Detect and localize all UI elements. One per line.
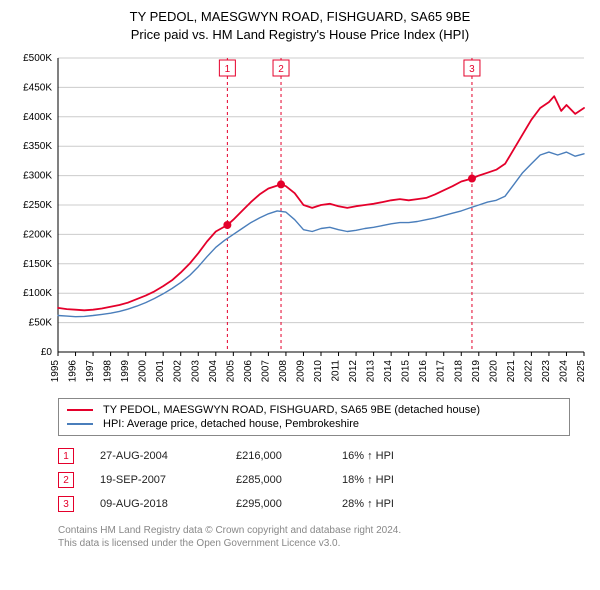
sales-table: 1 27-AUG-2004 £216,000 16% ↑ HPI 2 19-SE… bbox=[58, 444, 570, 516]
svg-text:1995: 1995 bbox=[50, 360, 61, 383]
svg-text:3: 3 bbox=[469, 64, 475, 75]
title-subtitle: Price paid vs. HM Land Registry's House … bbox=[10, 26, 590, 44]
sale-date: 27-AUG-2004 bbox=[100, 450, 210, 462]
chart-container: TY PEDOL, MAESGWYN ROAD, FISHGUARD, SA65… bbox=[0, 0, 600, 560]
svg-text:2012: 2012 bbox=[348, 360, 359, 383]
svg-text:2001: 2001 bbox=[155, 360, 166, 383]
sale-date: 19-SEP-2007 bbox=[100, 474, 210, 486]
legend: TY PEDOL, MAESGWYN ROAD, FISHGUARD, SA65… bbox=[58, 398, 570, 436]
svg-text:2013: 2013 bbox=[366, 360, 377, 383]
svg-text:£250K: £250K bbox=[23, 200, 52, 211]
sales-row: 2 19-SEP-2007 £285,000 18% ↑ HPI bbox=[58, 468, 570, 492]
sales-row: 3 09-AUG-2018 £295,000 28% ↑ HPI bbox=[58, 492, 570, 516]
svg-text:2002: 2002 bbox=[173, 360, 184, 383]
svg-text:2004: 2004 bbox=[208, 360, 219, 383]
chart-svg: £0 £50K £100K £150K £200K £250K £300K £350K £400… bbox=[10, 52, 590, 392]
title-block: TY PEDOL, MAESGWYN ROAD, FISHGUARD, SA65… bbox=[10, 8, 590, 44]
svg-text:2018: 2018 bbox=[453, 360, 464, 383]
svg-text:£350K: £350K bbox=[23, 142, 52, 153]
svg-text:2015: 2015 bbox=[401, 360, 412, 383]
svg-text:2003: 2003 bbox=[190, 360, 201, 383]
svg-text:£200K: £200K bbox=[23, 230, 52, 241]
svg-text:2024: 2024 bbox=[558, 360, 569, 383]
sale-diff: 16% ↑ HPI bbox=[342, 450, 394, 462]
svg-text:2005: 2005 bbox=[225, 360, 236, 383]
svg-text:2016: 2016 bbox=[418, 360, 429, 383]
svg-text:£50K: £50K bbox=[29, 318, 53, 329]
svg-text:2023: 2023 bbox=[541, 360, 552, 383]
svg-text:£300K: £300K bbox=[23, 171, 52, 182]
svg-text:1996: 1996 bbox=[68, 360, 79, 383]
svg-text:2: 2 bbox=[278, 64, 284, 75]
svg-text:2025: 2025 bbox=[576, 360, 587, 383]
sale-badge: 2 bbox=[58, 472, 74, 488]
footer-line: This data is licensed under the Open Gov… bbox=[58, 537, 570, 550]
svg-text:2007: 2007 bbox=[260, 360, 271, 383]
svg-text:£150K: £150K bbox=[23, 259, 52, 270]
sale-diff: 28% ↑ HPI bbox=[342, 498, 394, 510]
sale-price: £285,000 bbox=[236, 474, 316, 486]
sale-price: £295,000 bbox=[236, 498, 316, 510]
svg-text:1998: 1998 bbox=[103, 360, 114, 383]
svg-text:2008: 2008 bbox=[278, 360, 289, 383]
svg-text:2009: 2009 bbox=[295, 360, 306, 383]
legend-row: TY PEDOL, MAESGWYN ROAD, FISHGUARD, SA65… bbox=[67, 403, 561, 417]
footer-line: Contains HM Land Registry data © Crown c… bbox=[58, 524, 570, 537]
chart-area: £0 £50K £100K £150K £200K £250K £300K £350K £400… bbox=[10, 52, 590, 392]
svg-text:2021: 2021 bbox=[506, 360, 517, 383]
svg-text:1999: 1999 bbox=[120, 360, 131, 383]
svg-text:£500K: £500K bbox=[23, 53, 52, 64]
svg-text:2011: 2011 bbox=[331, 360, 342, 382]
sales-row: 1 27-AUG-2004 £216,000 16% ↑ HPI bbox=[58, 444, 570, 468]
sale-price: £216,000 bbox=[236, 450, 316, 462]
svg-text:£0: £0 bbox=[41, 347, 53, 358]
sale-diff: 18% ↑ HPI bbox=[342, 474, 394, 486]
legend-swatch-hpi bbox=[67, 423, 93, 425]
svg-text:2019: 2019 bbox=[471, 360, 482, 383]
svg-text:2017: 2017 bbox=[436, 360, 447, 383]
svg-text:2014: 2014 bbox=[383, 360, 394, 383]
title-address: TY PEDOL, MAESGWYN ROAD, FISHGUARD, SA65… bbox=[10, 8, 590, 26]
svg-text:£450K: £450K bbox=[23, 83, 52, 94]
sale-badge: 3 bbox=[58, 496, 74, 512]
svg-text:2022: 2022 bbox=[523, 360, 534, 383]
svg-text:£400K: £400K bbox=[23, 112, 52, 123]
svg-text:1997: 1997 bbox=[85, 360, 96, 383]
svg-text:£100K: £100K bbox=[23, 289, 52, 300]
sale-date: 09-AUG-2018 bbox=[100, 498, 210, 510]
svg-text:2006: 2006 bbox=[243, 360, 254, 383]
legend-row: HPI: Average price, detached house, Pemb… bbox=[67, 417, 561, 431]
legend-label: HPI: Average price, detached house, Pemb… bbox=[103, 418, 359, 430]
legend-label: TY PEDOL, MAESGWYN ROAD, FISHGUARD, SA65… bbox=[103, 404, 480, 416]
svg-text:2000: 2000 bbox=[138, 360, 149, 383]
svg-text:2010: 2010 bbox=[313, 360, 324, 383]
legend-swatch-property bbox=[67, 409, 93, 411]
svg-text:1: 1 bbox=[225, 64, 231, 75]
sale-badge: 1 bbox=[58, 448, 74, 464]
svg-text:2020: 2020 bbox=[488, 360, 499, 383]
footer: Contains HM Land Registry data © Crown c… bbox=[58, 524, 570, 550]
